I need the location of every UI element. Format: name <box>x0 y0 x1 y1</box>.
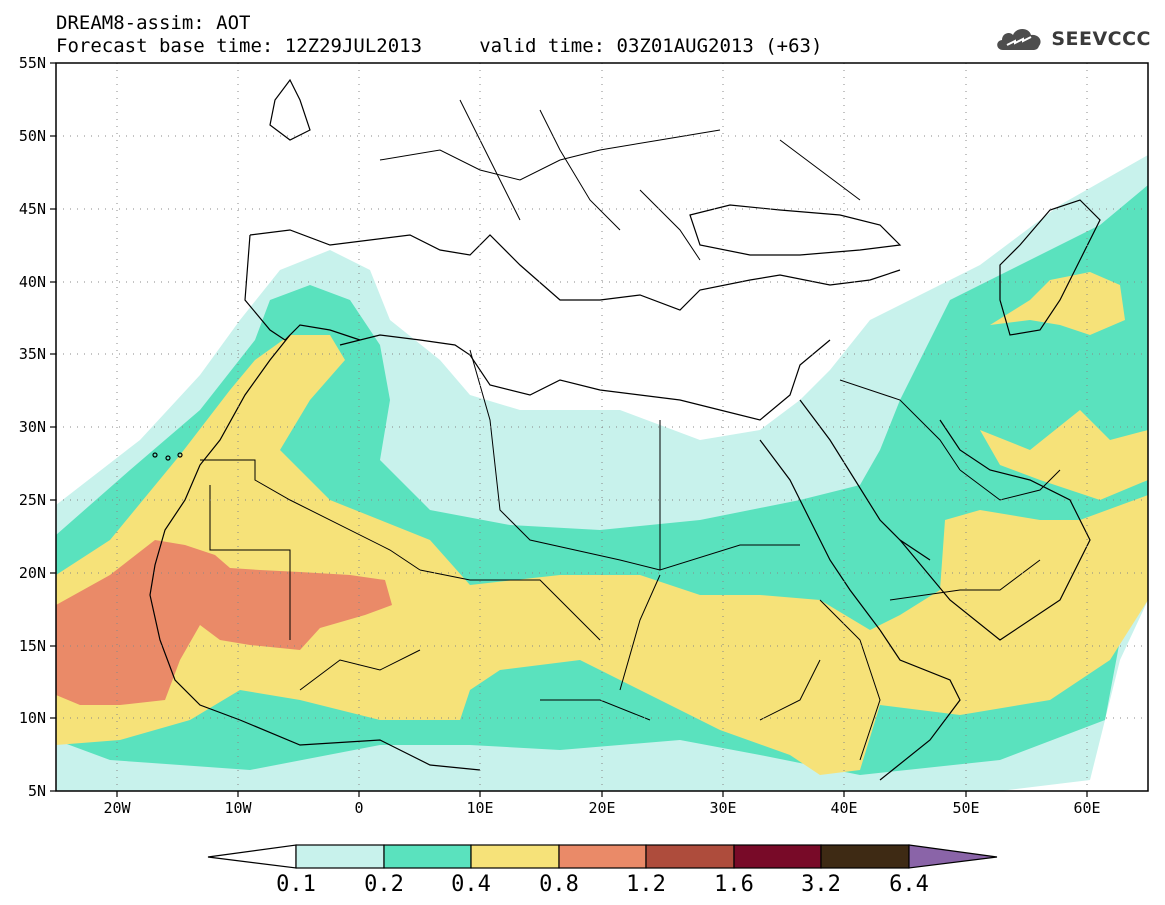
lon-ticks <box>116 791 1088 797</box>
colorbar-label: 1.6 <box>714 872 754 897</box>
graticule <box>56 63 1148 791</box>
lat-label: 35N <box>19 345 46 363</box>
colorbar-segment <box>908 844 998 869</box>
lat-label: 55N <box>19 54 46 72</box>
lon-label: 10W <box>224 799 252 817</box>
lat-label: 20N <box>19 564 46 582</box>
lon-label: 60E <box>1073 799 1100 817</box>
lat-label: 15N <box>19 637 46 655</box>
colorbar-segment <box>470 844 560 869</box>
lat-label: 10N <box>19 709 46 727</box>
map-title: DREAM8-assim: AOT <box>56 12 251 34</box>
colorbar-label: 0.1 <box>276 872 316 897</box>
colorbar-label: 6.4 <box>889 872 929 897</box>
colorbar-segment <box>820 844 910 869</box>
forecast-times: Forecast base time: 12Z29JUL2013 valid t… <box>56 35 823 57</box>
aot-band-0.4-0.8 <box>56 335 1148 775</box>
lon-label: 30E <box>709 799 736 817</box>
colorbar-label: 0.4 <box>451 872 491 897</box>
aot-patch-gulf <box>980 410 1148 500</box>
colorbar-segment <box>558 844 647 869</box>
lat-label: 45N <box>19 200 46 218</box>
lat-label: 50N <box>19 127 46 145</box>
colorbar-labels: 0.1 0.2 0.4 0.8 1.2 1.6 3.2 6.4 <box>276 872 929 897</box>
brand-name: SEEVCCC <box>1051 28 1151 50</box>
colorbar-segment <box>295 844 385 869</box>
lon-label: 10E <box>466 799 493 817</box>
colorbar-segment <box>733 844 822 869</box>
lat-labels: 55N 50N 45N 40N 35N 30N 25N 20N 15N 10N … <box>19 54 46 800</box>
lon-label: 20W <box>103 799 131 817</box>
cloud-icon <box>997 29 1041 50</box>
lat-label: 25N <box>19 491 46 509</box>
colorbar-label: 0.8 <box>539 872 579 897</box>
lon-label: 40E <box>830 799 857 817</box>
lat-ticks <box>50 62 56 792</box>
coastlines <box>149 78 1101 781</box>
lat-label: 5N <box>28 782 46 800</box>
lon-labels: 20W 10W 0 10E 20E 30E 40E 50E 60E <box>103 799 1100 817</box>
lon-label: 50E <box>952 799 979 817</box>
lat-label: 30N <box>19 418 46 436</box>
colorbar-segment <box>645 844 735 869</box>
colorbar-segment <box>383 844 472 869</box>
lon-label: 20E <box>588 799 615 817</box>
lon-label: 0 <box>354 799 363 817</box>
country-borders <box>200 99 1061 761</box>
aot-band-0.8-1.2 <box>56 540 392 705</box>
colorbar <box>207 844 998 869</box>
colorbar-label: 1.2 <box>626 872 666 897</box>
colorbar-segment <box>207 844 297 869</box>
lat-label: 40N <box>19 273 46 291</box>
colorbar-label: 3.2 <box>801 872 841 897</box>
colorbar-label: 0.2 <box>364 872 404 897</box>
seevccc-logo: SEEVCCC <box>993 24 1151 54</box>
